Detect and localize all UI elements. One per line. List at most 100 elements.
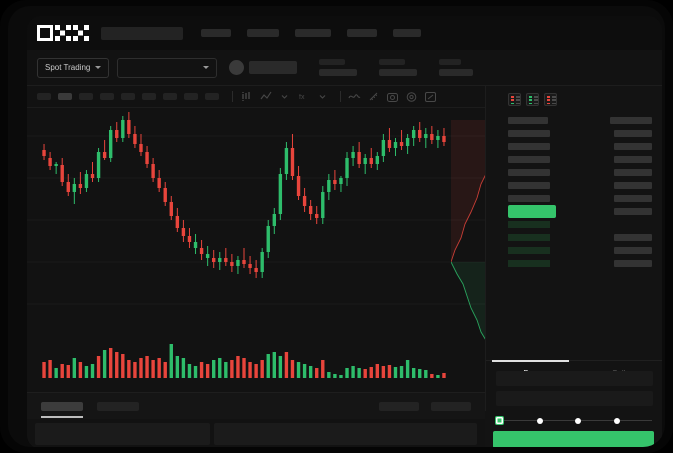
ask-price	[508, 182, 550, 189]
ask-price	[508, 169, 550, 176]
timeframe-30m[interactable]	[100, 93, 114, 100]
indicator-icon[interactable]: fx	[296, 90, 311, 104]
svg-text:fx: fx	[299, 94, 305, 101]
orderbook-ask-row[interactable]	[508, 140, 652, 153]
trading-mode-selector[interactable]: Spot Trading	[37, 57, 110, 78]
nav-item-2[interactable]	[247, 29, 279, 37]
order-form-field-1[interactable]	[496, 371, 653, 386]
toolbar-divider	[232, 91, 233, 102]
order-form-skeleton	[486, 371, 662, 411]
orderbook-ask-row[interactable]	[508, 166, 652, 179]
bid-amount	[614, 247, 652, 254]
bottom-tab-order-history[interactable]	[97, 401, 139, 411]
mode-qty-mark	[534, 96, 538, 98]
ask-price	[508, 195, 550, 202]
stepper-step-4[interactable]	[613, 417, 620, 424]
orderbook-bid-row[interactable]	[508, 218, 652, 231]
stat-label	[439, 59, 462, 65]
bottom-action-1[interactable]	[379, 401, 419, 411]
stepper-line	[581, 420, 614, 421]
timeframe-4h[interactable]	[142, 93, 156, 100]
ask-amount	[614, 156, 652, 163]
pair-price-skeleton	[249, 61, 298, 74]
bottom-tab-open-orders[interactable]	[41, 401, 83, 418]
pair-coin-avatar	[229, 60, 245, 75]
orderbook-ask-row[interactable]	[508, 192, 652, 205]
candlestick-icon[interactable]	[239, 90, 254, 104]
mode-qty-mark-3	[534, 102, 538, 104]
col-header-price	[508, 117, 548, 124]
orderbook-bid-row[interactable]	[508, 257, 652, 270]
order-form-field-2[interactable]	[496, 391, 653, 406]
bottom-action-2[interactable]	[431, 401, 471, 411]
chevron-down-icon-2[interactable]	[315, 90, 330, 104]
mode-qty-mark-2	[552, 99, 556, 101]
stat-value	[379, 69, 418, 76]
stat-value	[319, 69, 358, 76]
mode-ask-mark-3	[547, 102, 550, 104]
stepper-step-2[interactable]	[536, 417, 543, 424]
orderbook-last-price-row[interactable]	[508, 205, 652, 218]
orderbook-mode-both[interactable]	[508, 93, 521, 106]
timeframe-5m[interactable]	[58, 93, 72, 100]
candlestick-svg	[27, 112, 485, 305]
mode-bid-mark-3	[529, 102, 532, 104]
stat-value	[439, 69, 474, 76]
ask-amount	[614, 182, 652, 189]
camera-icon[interactable]	[385, 90, 400, 104]
stat-block-2	[379, 59, 418, 76]
chevron-down-icon	[203, 66, 210, 69]
timeframe-1m[interactable]	[37, 93, 51, 100]
nav-item-3[interactable]	[295, 29, 331, 37]
timeframe-1M[interactable]	[205, 93, 219, 100]
app-screen: Spot Trading	[27, 16, 662, 447]
timeframe-15m[interactable]	[79, 93, 93, 100]
tab-label-skeleton	[41, 401, 83, 411]
trading-pair-selector[interactable]	[117, 57, 218, 78]
settings-icon[interactable]	[404, 90, 419, 104]
search-input[interactable]	[101, 26, 183, 40]
toolbar-divider-2	[340, 91, 341, 102]
orderbook-bid-row[interactable]	[508, 231, 652, 244]
mode-bid-mark-2	[529, 99, 532, 101]
fullscreen-icon[interactable]	[423, 90, 438, 104]
device-bezel: Spot Trading	[8, 6, 665, 447]
tab-label-skeleton	[97, 401, 139, 411]
trading-mode-label: Spot Trading	[45, 63, 91, 72]
line-chart-icon[interactable]	[258, 90, 273, 104]
nav-item-1[interactable]	[201, 29, 231, 37]
orderbook-ask-row[interactable]	[508, 127, 652, 140]
last-price-highlight	[508, 205, 556, 218]
candlestick-chart[interactable]	[27, 108, 485, 330]
ask-amount	[614, 130, 652, 137]
ruler-icon[interactable]	[366, 90, 381, 104]
orderbook-mode-bids[interactable]	[526, 93, 539, 106]
ask-price	[508, 130, 550, 137]
stepper-step-3[interactable]	[575, 417, 581, 424]
orderbook-ask-row[interactable]	[508, 179, 652, 192]
mode-qty-mark-2	[516, 99, 520, 101]
instrument-bar: Spot Trading	[27, 50, 662, 86]
nav-item-4[interactable]	[347, 29, 377, 37]
stepper-step-1-active[interactable]	[495, 416, 504, 425]
orderbook-ask-row[interactable]	[508, 153, 652, 166]
nav-item-5[interactable]	[393, 29, 421, 37]
wave-icon[interactable]	[347, 90, 362, 104]
mode-qty-mark	[552, 96, 556, 98]
okx-logo[interactable]	[37, 25, 89, 41]
chevron-down-icon[interactable]	[277, 90, 292, 104]
orderbook-rows[interactable]	[486, 112, 662, 270]
timeframe-1h[interactable]	[121, 93, 135, 100]
orderbook-mode-asks[interactable]	[544, 93, 557, 106]
primary-cta-button[interactable]	[493, 431, 654, 447]
volume-chart[interactable]	[27, 330, 485, 392]
bid-price	[508, 247, 550, 254]
orderbook-bid-row[interactable]	[508, 244, 652, 257]
timeframe-1w[interactable]	[184, 93, 198, 100]
mode-qty-mark-3	[552, 102, 556, 104]
timeframe-1d[interactable]	[163, 93, 177, 100]
logo-letter-x	[73, 25, 89, 41]
mode-qty-mark-2	[534, 99, 538, 101]
bottom-panel-right	[214, 423, 477, 445]
